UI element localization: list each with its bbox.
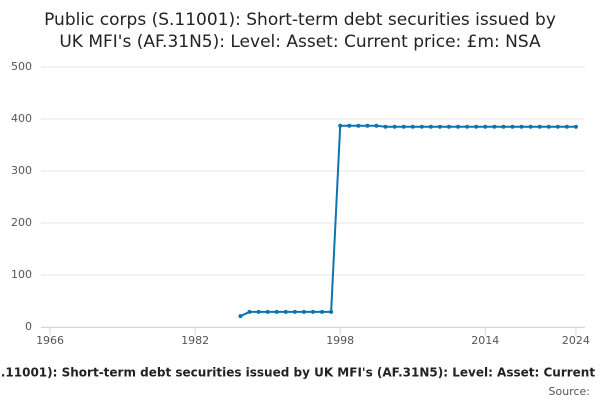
point bbox=[537, 124, 542, 129]
point bbox=[311, 309, 315, 314]
point bbox=[465, 124, 470, 129]
point bbox=[374, 123, 379, 128]
point bbox=[555, 124, 560, 129]
point bbox=[528, 124, 533, 129]
x-tick-label: 1998 bbox=[326, 334, 354, 347]
point bbox=[501, 124, 506, 129]
source: Source: bbox=[549, 385, 591, 398]
point bbox=[238, 314, 243, 319]
y-tick-label: 0 bbox=[25, 320, 32, 333]
x-tick-label: 2024 bbox=[562, 334, 590, 347]
point bbox=[456, 124, 461, 129]
point bbox=[546, 124, 551, 129]
point bbox=[283, 309, 288, 314]
y-tick-label: 300 bbox=[11, 164, 32, 177]
chart-title: UK MFI's (AF.31N5): Level: Asset: Curren… bbox=[59, 32, 541, 52]
point bbox=[437, 124, 442, 129]
point bbox=[492, 124, 497, 129]
x-tick-label: 1966 bbox=[36, 334, 64, 347]
point bbox=[573, 124, 578, 129]
point bbox=[392, 124, 397, 129]
line bbox=[240, 124, 576, 317]
y-tick-label: 400 bbox=[11, 112, 32, 125]
point bbox=[401, 124, 406, 129]
chart-title: Public corps (S.11001): Short-term debt … bbox=[44, 10, 556, 30]
y-tick-label: 500 bbox=[11, 60, 32, 73]
point bbox=[383, 124, 388, 129]
point bbox=[265, 309, 270, 314]
x-tick-label: 1982 bbox=[181, 334, 209, 347]
point bbox=[564, 124, 569, 129]
point bbox=[320, 309, 325, 314]
point bbox=[338, 123, 343, 128]
y-tick-label: 100 bbox=[11, 268, 32, 281]
point bbox=[329, 309, 334, 314]
point bbox=[347, 123, 352, 128]
point bbox=[292, 309, 297, 314]
point bbox=[256, 309, 261, 314]
x-tick-label: 2014 bbox=[471, 334, 499, 347]
y-tick-label: 200 bbox=[11, 216, 32, 229]
point bbox=[428, 124, 433, 129]
point bbox=[274, 309, 279, 314]
point bbox=[447, 124, 451, 129]
x-axis-title: Public corps (S.11001): Short-term debt … bbox=[0, 366, 600, 380]
point bbox=[247, 309, 252, 314]
point bbox=[419, 124, 424, 129]
point bbox=[510, 124, 515, 129]
point bbox=[356, 123, 361, 128]
point bbox=[365, 123, 370, 128]
point bbox=[410, 124, 415, 129]
point bbox=[483, 124, 488, 129]
point bbox=[301, 309, 306, 314]
point bbox=[519, 124, 524, 129]
point bbox=[474, 124, 479, 129]
